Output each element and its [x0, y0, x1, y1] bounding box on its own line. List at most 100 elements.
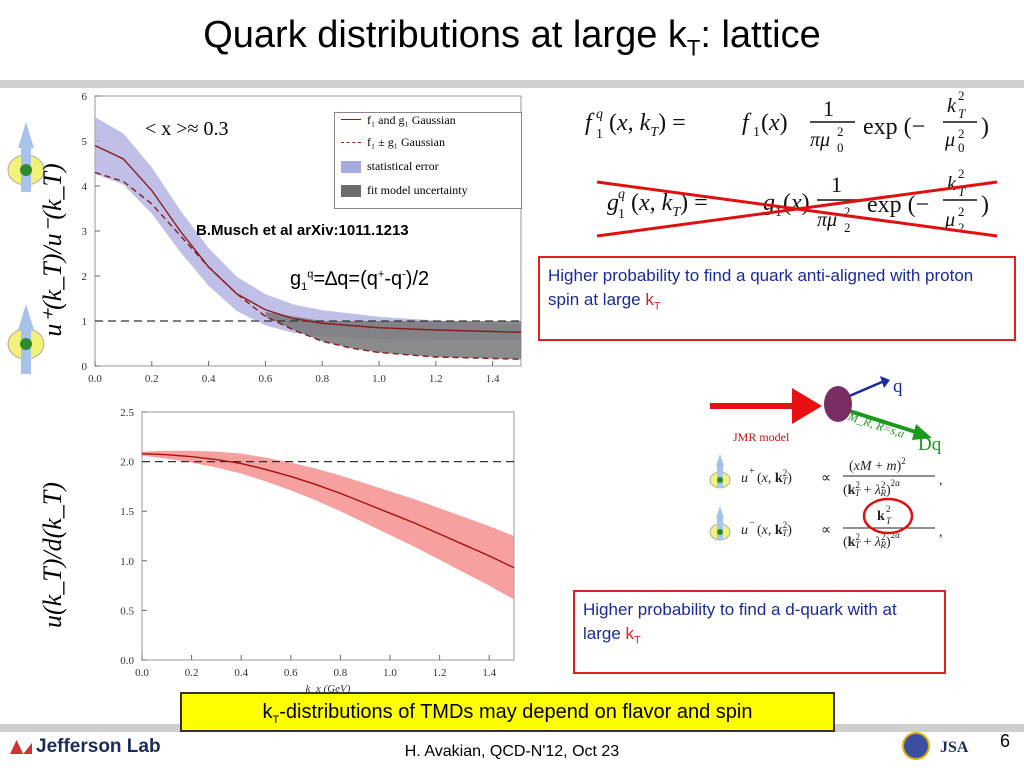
svg-text:2: 2 [958, 220, 965, 235]
x-tick-label: 0.6 [284, 667, 298, 679]
x-tick-label: 0.0 [88, 373, 102, 385]
y-tick-label: 0.5 [120, 605, 134, 617]
svg-text:2: 2 [844, 204, 851, 219]
page-number: 6 [999, 731, 1010, 751]
svg-text:(x, kT) =: (x, kT) = [609, 110, 686, 140]
highlight-circle [862, 497, 914, 535]
svg-text:∝: ∝ [821, 523, 831, 538]
doe-seal-icon [902, 732, 930, 760]
chart2-ylabel: u(k_T)/d(k_T) [38, 482, 67, 628]
svg-text:k: k [947, 95, 957, 117]
svg-text:2: 2 [886, 504, 891, 514]
error-band [95, 117, 521, 340]
x-axis-label: k_x (GeV) [306, 683, 351, 692]
y-tick-label: 1.5 [120, 506, 134, 518]
x-tick-label: 0.8 [315, 373, 329, 385]
chart-1-spin-ratio: 0.0 0.2 0.4 0.6 0.8 1.0 1.2 1.4 0 1 2 3 4 5 6 [82, 91, 522, 385]
svg-text:(x, kT) =: (x, kT) = [631, 190, 708, 220]
svg-text:u: u [741, 471, 748, 486]
chart-2-flavor-ratio: 0.0 0.2 0.4 0.6 0.8 1.0 1.2 1.4 0.0 0.5 1.0 1.5 2.0 2… [120, 407, 515, 692]
x-tick-label: 1.4 [486, 373, 500, 385]
svg-text:f: f [585, 110, 595, 136]
y-tick-label: 4 [82, 181, 88, 193]
x-tick-label: 0.8 [334, 667, 348, 679]
x-average-label: < x >≈ 0.3 [145, 118, 229, 140]
svg-text:(xM + m)2: (xM + m)2 [849, 456, 906, 474]
strike-line [596, 180, 998, 238]
svg-text:q: q [618, 187, 625, 202]
svg-text:2: 2 [958, 126, 965, 141]
svg-text:πμ: πμ [810, 129, 830, 151]
chart1-legend: f₁ and g₁ Gaussian f₁ ± g₁ Gaussian stat… [334, 112, 522, 209]
legend-swatch-stat [341, 161, 361, 173]
y-tick-label: 0 [82, 361, 88, 373]
jmr-model-label: JMR model [733, 430, 790, 444]
legend-swatch-dashed [341, 142, 361, 143]
note-box-dquark: Higher probability to find a d-quark wit… [573, 590, 946, 674]
svg-text:2: 2 [958, 166, 965, 181]
proton-spin-down-icon [7, 304, 45, 374]
x-tick-label: 1.0 [372, 373, 386, 385]
svg-text:(k2T + λ2R)2α: (k2 T + λ2 R)2α [843, 478, 900, 498]
x-tick-label: 1.0 [383, 667, 397, 679]
jsa-logo-icon: JSA [940, 739, 969, 756]
y-tick-label: 5 [82, 136, 88, 148]
svg-text:): ) [981, 192, 989, 218]
svg-text:μ: μ [944, 129, 955, 151]
g1-definition: g1q=∆q=(q+-q-)/2 [290, 268, 430, 293]
svg-text:,: , [939, 473, 943, 488]
note-box-antialigned: Higher probability to find a quark anti-… [538, 256, 1016, 341]
legend-label: statistical error [367, 159, 439, 173]
svg-text:(x, k2T): (x, k2 T) [757, 520, 792, 538]
svg-text:0: 0 [837, 140, 844, 155]
svg-text:1: 1 [823, 96, 834, 121]
svg-text:k: k [877, 509, 885, 524]
svg-text:1: 1 [753, 125, 760, 140]
x-tick-label: 0.2 [185, 667, 199, 679]
svg-text:): ) [981, 114, 989, 140]
svg-text:2: 2 [958, 204, 965, 219]
svg-text:μ: μ [944, 209, 955, 231]
y-tick-label: 0.0 [120, 655, 134, 667]
legend-label: f₁ and g₁ Gaussian [367, 113, 456, 127]
svg-text:T: T [958, 184, 966, 199]
x-tick-label: 0.6 [259, 373, 273, 385]
svg-text:+: + [749, 466, 755, 477]
svg-text:T: T [886, 516, 892, 526]
svg-text:,: , [939, 525, 943, 540]
slide-title: Quark distributions at large kT: lattice [203, 14, 821, 61]
x-tick-label: 1.2 [433, 667, 447, 679]
svg-text:f: f [742, 110, 752, 136]
y-tick-label: 3 [82, 226, 88, 238]
footer-text: H. Avakian, QCD-N'12, Oct 23 [404, 743, 620, 760]
svg-text:(x, k2T): (x, k2 T) [757, 468, 792, 486]
y-tick-label: 6 [82, 91, 88, 103]
svg-text:(x): (x) [783, 190, 810, 216]
x-tick-label: 1.2 [429, 373, 443, 385]
y-tick-label: 2 [82, 271, 88, 283]
svg-text:(k2T + λ2R)2α: (k2 T + λ2 R)2α [843, 530, 900, 550]
svg-text:exp (−: exp (− [863, 114, 925, 140]
svg-text:∝: ∝ [821, 471, 831, 486]
svg-text:0: 0 [958, 140, 965, 155]
y-tick-label: 2.5 [120, 407, 134, 419]
svg-text:1: 1 [618, 207, 625, 222]
legend-swatch-solid [341, 119, 361, 120]
jmr-diagram [710, 376, 932, 440]
legend-label: fit model uncertainty [367, 183, 468, 197]
x-tick-label: 0.4 [202, 373, 216, 385]
svg-text:k: k [947, 173, 957, 195]
x-tick-label: 0.4 [234, 667, 248, 679]
summary-banner: kT-distributions of TMDs may depend on f… [180, 692, 835, 732]
legend-label: f₁ ± g₁ Gaussian [367, 135, 445, 149]
svg-text:1: 1 [596, 127, 603, 142]
proton-spin-up-icon [7, 122, 45, 192]
series-line [94, 144, 522, 333]
jmr-formulas: u + (x, k2 T) ∝ (xM + m)2 (k2 T + λ2 R)2α , u… [709, 454, 943, 550]
x-tick-label: 1.4 [482, 667, 496, 679]
y-tick-label: 1 [82, 316, 88, 328]
svg-text:2: 2 [844, 220, 851, 235]
jefferson-lab-logo: Jefferson Lab [10, 736, 161, 758]
x-tick-label: 0.0 [135, 667, 149, 679]
y-tick-label: 2.0 [120, 457, 134, 469]
